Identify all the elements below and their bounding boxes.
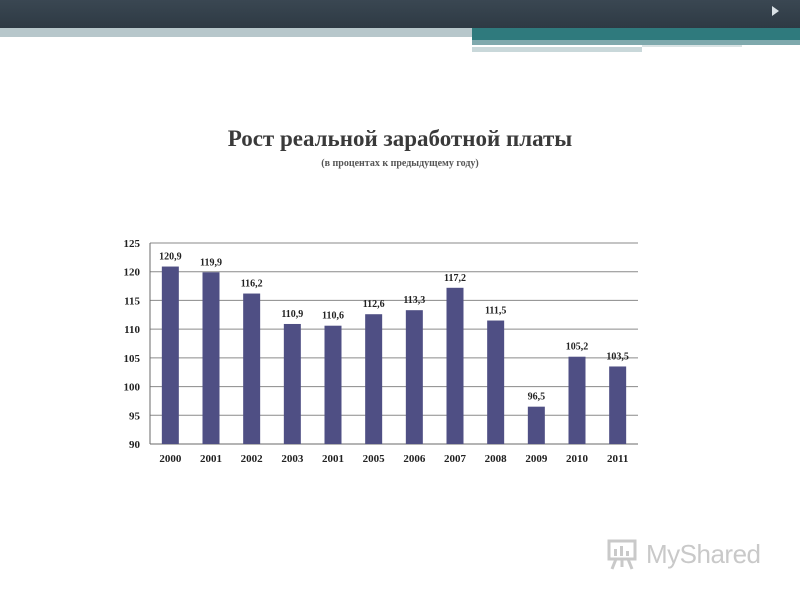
bar xyxy=(365,314,383,444)
bar xyxy=(324,325,342,444)
data-label: 105,2 xyxy=(566,342,589,353)
header-accent-line-tertiary xyxy=(642,45,742,47)
x-tick-label: 2002 xyxy=(241,453,264,465)
y-tick-label: 120 xyxy=(124,267,141,279)
header-accent-line-secondary xyxy=(472,47,642,52)
bar xyxy=(568,356,586,444)
data-label: 116,2 xyxy=(241,279,263,290)
y-tick-label: 105 xyxy=(124,353,141,365)
y-tick-label: 95 xyxy=(129,410,141,422)
data-label: 117,2 xyxy=(444,273,466,284)
header-accent-line xyxy=(472,40,800,45)
logo-text: MyShared xyxy=(646,539,761,569)
x-tick-label: 2003 xyxy=(281,453,304,465)
x-tick-label: 2008 xyxy=(485,453,508,465)
x-tick-label: 2010 xyxy=(566,453,589,465)
bar xyxy=(405,310,423,444)
data-label: 96,5 xyxy=(528,392,546,403)
y-tick-label: 115 xyxy=(124,295,140,307)
y-tick-label: 90 xyxy=(129,439,141,451)
bar xyxy=(609,366,627,444)
header-light-stripe xyxy=(0,28,472,37)
data-label: 119,9 xyxy=(200,257,222,268)
x-tick-label: 2011 xyxy=(607,453,628,465)
myshared-logo[interactable]: MyShared xyxy=(606,537,776,573)
x-tick-label: 2009 xyxy=(525,453,548,465)
x-tick-label: 2005 xyxy=(363,453,386,465)
y-tick-label: 100 xyxy=(124,382,141,394)
x-tick-label: 2000 xyxy=(159,453,182,465)
x-tick-label: 2001 xyxy=(200,453,222,465)
data-label: 112,6 xyxy=(363,299,385,310)
data-label: 120,9 xyxy=(159,252,182,263)
x-tick-label: 2007 xyxy=(444,453,467,465)
header-teal-stripe xyxy=(472,28,800,40)
bar xyxy=(161,266,179,444)
data-label: 113,3 xyxy=(403,295,425,306)
bar xyxy=(527,406,545,444)
data-label: 110,6 xyxy=(322,311,344,322)
header-dark-bar xyxy=(0,0,800,28)
data-label: 103,5 xyxy=(606,351,629,362)
x-tick-label: 2001 xyxy=(322,453,344,465)
page-subtitle: (в процентах к предыдущему году) xyxy=(321,158,479,169)
y-tick-label: 110 xyxy=(124,324,140,336)
bar xyxy=(243,293,261,444)
data-label: 111,5 xyxy=(485,306,506,317)
x-tick-label: 2006 xyxy=(403,453,426,465)
bar xyxy=(487,320,505,444)
bar xyxy=(283,323,301,444)
y-tick-label: 125 xyxy=(124,238,141,250)
data-label: 110,9 xyxy=(281,309,303,320)
bar xyxy=(202,272,220,444)
bar xyxy=(446,287,464,444)
presentation-board-icon xyxy=(607,539,637,570)
corner-triangle-icon xyxy=(772,6,779,16)
page-title: Рост реальной заработной платы xyxy=(227,126,573,151)
